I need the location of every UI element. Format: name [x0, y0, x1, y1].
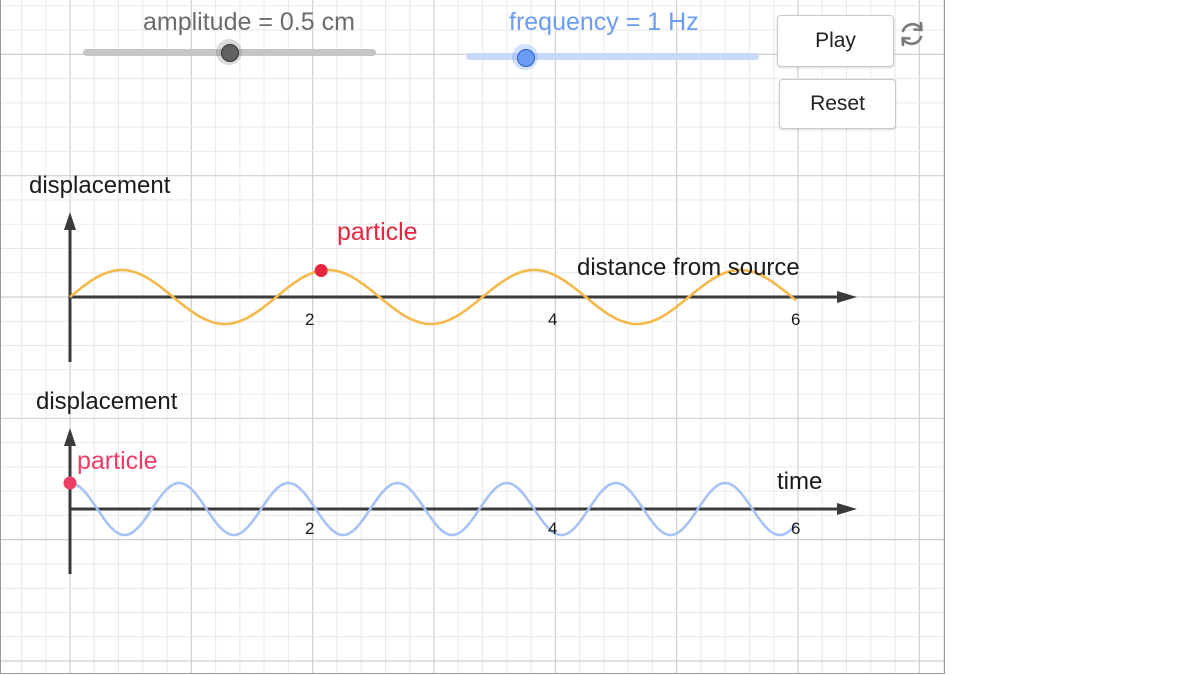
applet-canvas[interactable]: amplitude = 0.5 cm frequency = 1 Hz Play… — [0, 0, 945, 674]
amplitude-slider-handle[interactable] — [221, 44, 239, 62]
frequency-slider-label: frequency = 1 Hz — [509, 8, 699, 36]
space-graph-y-axis-arrow — [64, 212, 76, 230]
play-button[interactable]: Play — [777, 15, 894, 67]
space-graph-tick-label: 2 — [305, 310, 315, 329]
space-wave-curve — [69, 268, 797, 326]
time-graph-tick-label: 6 — [791, 519, 801, 538]
graph-canvas — [1, 0, 944, 673]
frequency-slider-track[interactable] — [466, 53, 759, 60]
time-graph-particle-dot — [63, 476, 77, 490]
time-wave-curve — [69, 481, 797, 537]
reset-button[interactable]: Reset — [779, 79, 896, 129]
space-graph-tick-label: 4 — [548, 310, 558, 329]
refresh-icon[interactable] — [896, 18, 928, 50]
time-graph-tick-label: 4 — [548, 519, 558, 538]
space-graph-x-axis-label: distance from source — [577, 254, 800, 281]
space-graph-y-axis-label: displacement — [29, 172, 171, 199]
time-graph-particle-label: particle — [77, 447, 158, 475]
space-graph-x-axis-arrow — [837, 291, 857, 303]
time-graph-y-axis-arrow — [64, 428, 76, 446]
time-graph-x-axis-arrow — [837, 503, 857, 515]
time-graph-tick-label: 2 — [305, 519, 315, 538]
time-graph-y-axis-label: displacement — [36, 388, 178, 415]
space-graph-particle-label: particle — [337, 218, 418, 246]
amplitude-slider-label: amplitude = 0.5 cm — [143, 8, 355, 36]
space-graph-tick-label: 6 — [791, 310, 801, 329]
space-graph-particle-dot — [314, 264, 328, 278]
time-graph-x-axis-label: time — [777, 468, 823, 495]
frequency-slider-handle[interactable] — [517, 49, 535, 67]
